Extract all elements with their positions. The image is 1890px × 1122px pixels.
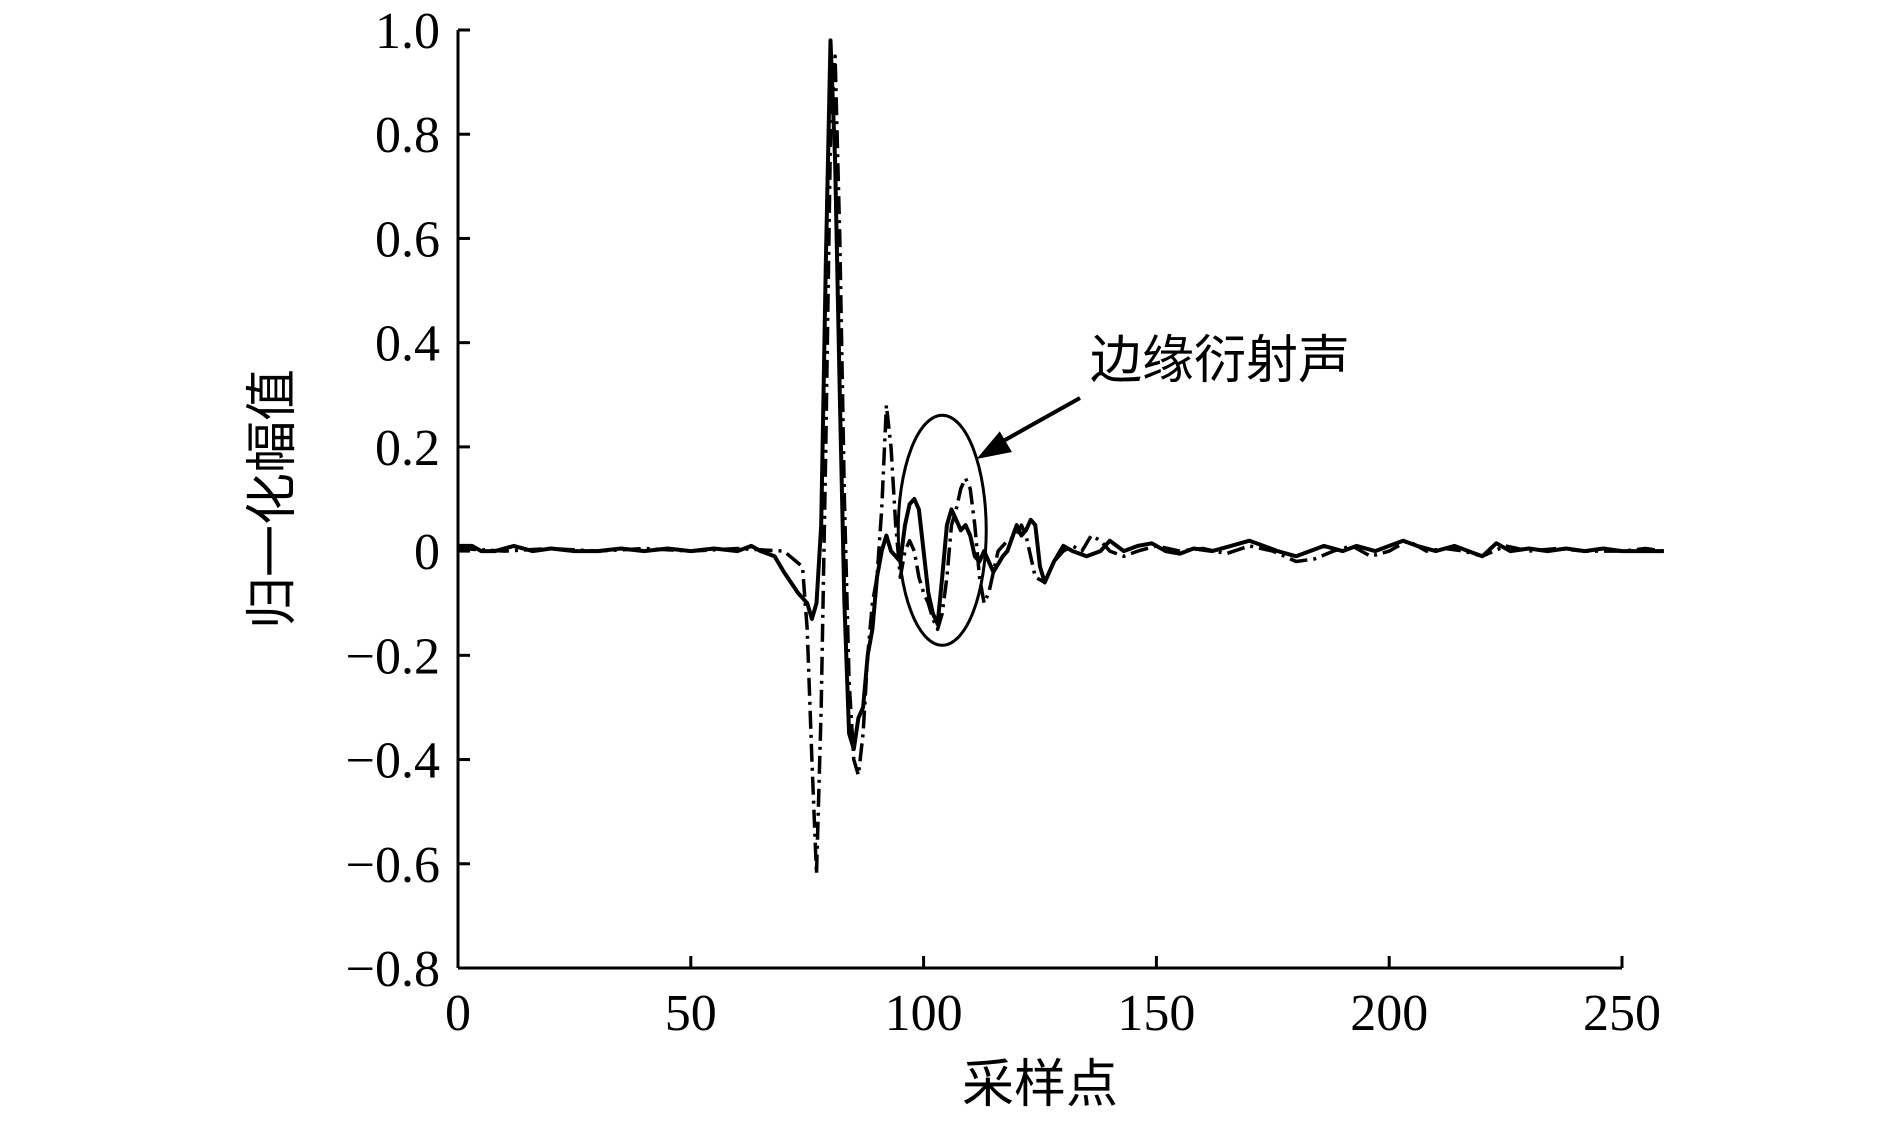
- y-tick-label: −0.8: [346, 941, 440, 998]
- y-tick-label: −0.2: [346, 628, 440, 685]
- y-tick-label: 0.8: [375, 107, 440, 164]
- y-tick-label: 1.0: [375, 3, 440, 60]
- x-tick-label: 200: [1350, 985, 1428, 1042]
- x-tick-label: 100: [885, 985, 963, 1042]
- x-tick-label: 50: [665, 985, 717, 1042]
- y-axis-title: 归一化幅值: [243, 369, 303, 629]
- y-tick-label: 0.2: [375, 420, 440, 477]
- y-tick-label: −0.4: [346, 733, 440, 790]
- x-tick-label: 150: [1117, 985, 1195, 1042]
- axes-lines: [456, 30, 1622, 970]
- series-layer: [457, 38, 1665, 876]
- annotation-ellipse: [896, 413, 988, 647]
- annotation: 边缘衍射声: [896, 331, 1350, 647]
- y-tick-label: 0: [414, 524, 440, 581]
- series-line-solid: [458, 38, 1664, 752]
- y-axis-ticks: −0.8 −0.6 −0.4 −0.2 0 0.2 0.4 0.6 0.8 1.0: [346, 3, 470, 998]
- x-axis-title: 采样点: [962, 1055, 1118, 1115]
- x-axis-ticks: 0 50 100 150 200 250: [445, 956, 1661, 1042]
- y-tick-label: 0.4: [375, 316, 440, 373]
- series-line-dashdot: [457, 54, 1665, 876]
- annotation-label: 边缘衍射声: [1090, 331, 1350, 391]
- y-tick-label: 0.6: [375, 211, 440, 268]
- annotation-arrowhead: [976, 431, 1012, 459]
- annotation-arrow: [991, 396, 1081, 449]
- x-tick-label: 250: [1583, 985, 1661, 1042]
- y-tick-label: −0.6: [346, 837, 440, 894]
- x-tick-label: 0: [445, 985, 471, 1042]
